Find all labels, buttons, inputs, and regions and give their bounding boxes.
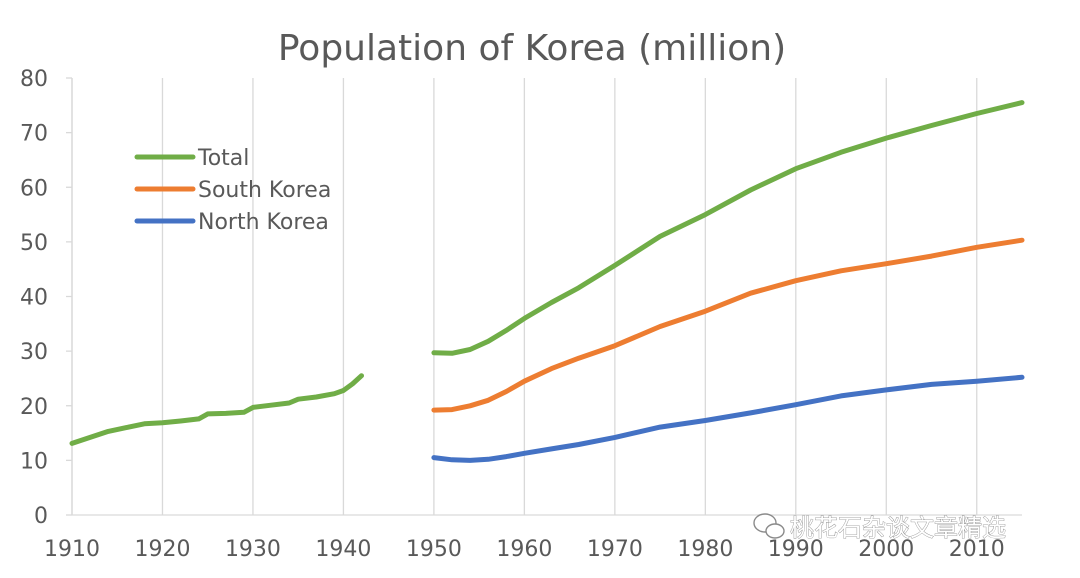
y-tick-label-10: 10	[20, 449, 48, 474]
x-tick-label-2010: 2010	[949, 537, 1005, 562]
series-line-total-2	[431, 100, 1025, 356]
x-tick-label-1950: 1950	[406, 537, 462, 562]
tick-labels: 0 10 20 30 40 50 60 70 80 1910 1920 1930 1940 1950 196…	[20, 67, 1005, 562]
x-tick-label-2000: 2000	[858, 537, 914, 562]
y-tick-label-60: 60	[20, 176, 48, 201]
series-lines	[69, 100, 1025, 463]
x-tick-label-1940: 1940	[315, 537, 371, 562]
watermark-text: 桃花石杂谈文章精选	[790, 514, 1006, 542]
x-tick-label-1910: 1910	[44, 537, 100, 562]
legend: Total South Korea North Korea	[134, 146, 331, 235]
watermark: 桃花石杂谈文章精选	[753, 513, 1006, 542]
x-tick-label-1960: 1960	[496, 537, 552, 562]
x-tick-label-1920: 1920	[134, 537, 190, 562]
y-tick-label-40: 40	[20, 286, 48, 311]
y-tick-label-20: 20	[20, 395, 48, 420]
series-line-north-korea-1	[431, 374, 1025, 463]
y-tick-label-50: 50	[20, 231, 48, 256]
y-tick-label-30: 30	[20, 340, 48, 365]
series-line-south-korea-1	[431, 237, 1025, 413]
legend-label-north-korea: North Korea	[198, 210, 329, 235]
legend-label-total: Total	[197, 146, 249, 171]
chart-title: Population of Korea (million)	[278, 28, 786, 69]
wechat-icon	[753, 513, 785, 539]
y-tick-label-0: 0	[34, 504, 48, 529]
x-tick-label-1930: 1930	[225, 537, 281, 562]
series-line-total-1	[69, 373, 364, 446]
gridlines	[71, 78, 978, 515]
x-tick-label-1990: 1990	[768, 537, 824, 562]
x-tick-label-1980: 1980	[677, 537, 733, 562]
y-tick-label-70: 70	[20, 122, 48, 147]
x-tick-label-1970: 1970	[587, 537, 643, 562]
y-tick-label-80: 80	[20, 67, 48, 92]
legend-label-south-korea: South Korea	[198, 178, 331, 203]
